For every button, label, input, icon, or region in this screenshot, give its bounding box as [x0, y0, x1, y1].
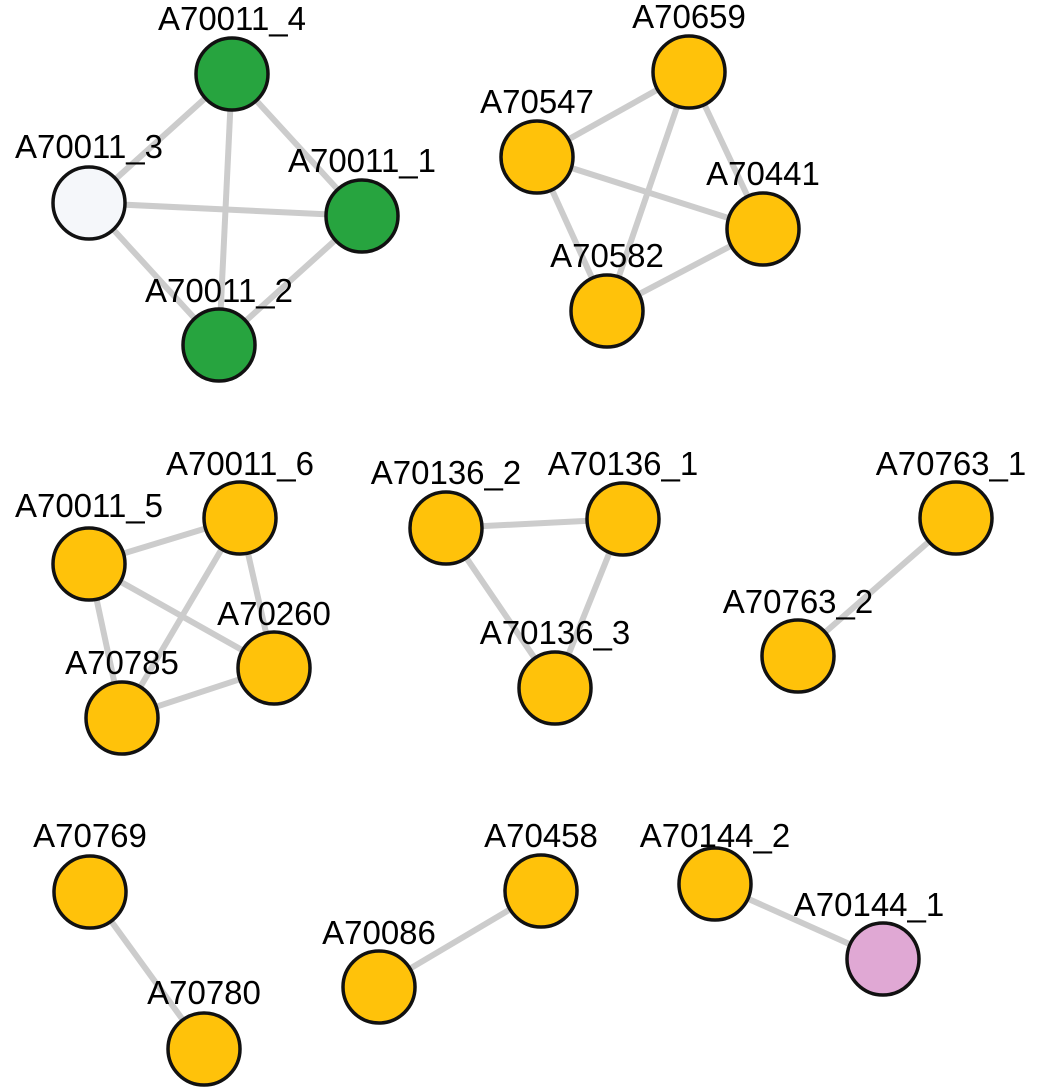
node-a70441[interactable]: [725, 191, 801, 267]
node-label-a70011_2: A70011_2: [145, 272, 293, 309]
node-a70763_1[interactable]: [918, 480, 994, 556]
node-label-a70780: A70780: [147, 974, 261, 1011]
node-label-a70458: A70458: [484, 817, 598, 854]
node-label-a70763_2: A70763_2: [723, 583, 873, 620]
node-label-a70086: A70086: [322, 914, 436, 951]
node-a70769[interactable]: [52, 854, 128, 930]
node-a70763_2[interactable]: [760, 618, 836, 694]
edge-a70659-a70582: [604, 69, 692, 314]
node-a70582[interactable]: [569, 273, 645, 349]
node-label-a70547: A70547: [480, 83, 594, 120]
node-a70547[interactable]: [499, 119, 575, 195]
node-a70011_6[interactable]: [202, 480, 278, 556]
node-label-a70785: A70785: [65, 644, 179, 681]
node-label-a70659: A70659: [632, 0, 746, 35]
node-label-a70582: A70582: [550, 237, 664, 274]
node-a70011_2[interactable]: [181, 307, 257, 383]
node-label-a70144_1: A70144_1: [794, 886, 944, 923]
node-a70136_1[interactable]: [585, 481, 661, 557]
node-label-a70136_2: A70136_2: [371, 454, 521, 491]
node-a70458[interactable]: [503, 853, 579, 929]
node-a70780[interactable]: [166, 1011, 242, 1087]
node-label-a70769: A70769: [33, 817, 147, 854]
node-a70011_3[interactable]: [51, 165, 127, 241]
node-label-a70011_3: A70011_3: [15, 128, 163, 165]
node-label-a70011_1: A70011_1: [288, 142, 436, 179]
node-a70136_2[interactable]: [408, 490, 484, 566]
node-a70011_5[interactable]: [51, 526, 127, 602]
node-a70260[interactable]: [236, 630, 312, 706]
node-label-a70441: A70441: [706, 155, 820, 192]
nodes-layer: [51, 34, 994, 1087]
node-a70011_1[interactable]: [324, 178, 400, 254]
node-label-a70763_1: A70763_1: [876, 445, 1026, 482]
node-a70144_2[interactable]: [677, 846, 753, 922]
node-label-a70260: A70260: [217, 595, 331, 632]
node-label-a70136_1: A70136_1: [548, 445, 698, 482]
node-a70011_4[interactable]: [194, 36, 270, 112]
node-a70086[interactable]: [341, 949, 417, 1025]
node-a70136_3[interactable]: [517, 650, 593, 726]
node-a70144_1[interactable]: [845, 921, 921, 997]
edge-a70011_6-a70785: [119, 515, 243, 721]
node-label-a70144_2: A70144_2: [640, 817, 790, 854]
labels-layer: A70011_4 A70011_3 A70011_1 A70011_2 A70659 A7…: [15, 0, 1026, 1011]
node-label-a70011_6: A70011_6: [166, 445, 314, 482]
node-a70785[interactable]: [84, 680, 160, 756]
node-label-a70011_5: A70011_5: [15, 487, 163, 524]
node-label-a70136_3: A70136_3: [480, 614, 630, 651]
node-a70659[interactable]: [651, 34, 727, 110]
node-label-a70011_4: A70011_4: [158, 0, 306, 37]
edge-a70011_3-a70011_1: [86, 200, 365, 219]
